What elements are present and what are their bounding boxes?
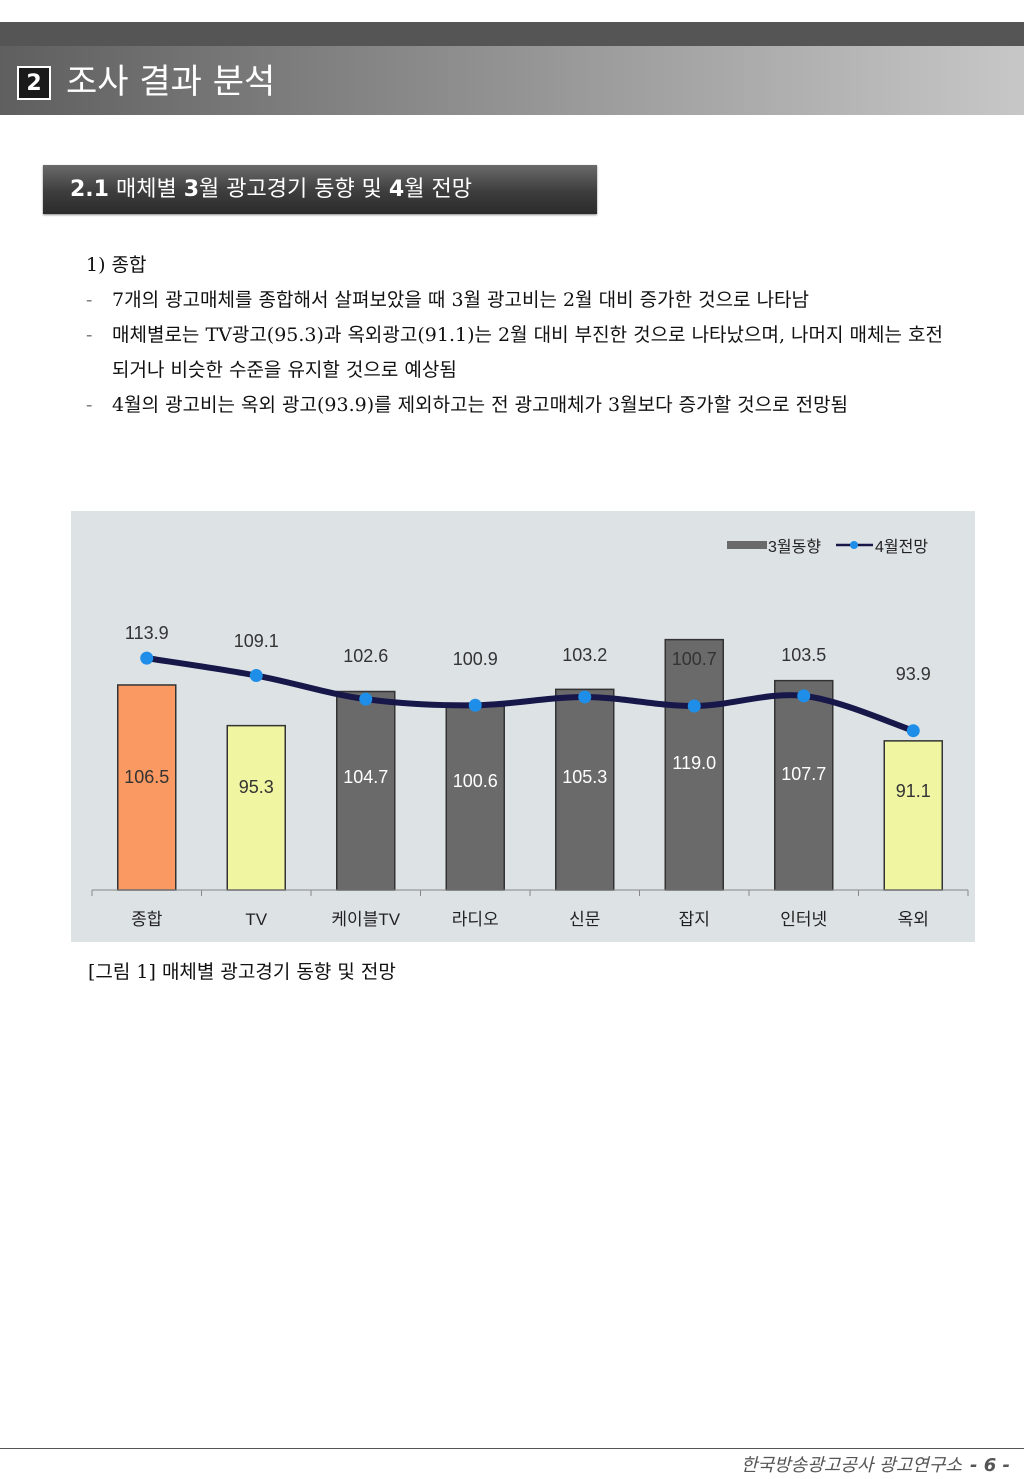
chart-bar xyxy=(117,684,177,891)
figure-caption: [그림 1] 매체별 광고경기 동향 및 전망 xyxy=(88,961,396,983)
x-tick-label: TV xyxy=(245,910,267,929)
line-value-label: 102.6 xyxy=(343,646,388,666)
subsection-title-part: 2.1 xyxy=(70,177,109,202)
subsection-title-box xyxy=(43,165,597,214)
x-tick-label: 인터넷 xyxy=(780,910,827,929)
header-top-band xyxy=(0,22,1024,46)
forecast-point xyxy=(797,689,811,703)
chart-bar xyxy=(883,740,943,891)
section-number: 2 xyxy=(17,66,51,100)
forecast-point xyxy=(140,651,154,665)
forecast-point xyxy=(578,690,592,704)
subsection-title: 2.1 매체별 3월 광고경기 동향 및 4월 전망 xyxy=(70,174,472,206)
bullet-text: 4월의 광고비는 옥외 광고(93.9)를 제외하고는 전 광고매체가 3월보다… xyxy=(112,394,849,416)
bar-value-label: 105.3 xyxy=(562,767,607,787)
forecast-point xyxy=(468,698,482,712)
x-tick-label: 종합 xyxy=(131,910,163,929)
bullet-item: -7개의 광고매체를 종합해서 살펴보았을 때 3월 광고비는 2월 대비 증가… xyxy=(86,283,956,318)
section-title: 조사 결과 분석 xyxy=(66,62,276,102)
bullet-dash: - xyxy=(86,324,93,346)
line-value-label: 109.1 xyxy=(234,631,279,651)
legend-bar-label: 3월동향 xyxy=(768,538,821,556)
bullet-text: 7개의 광고매체를 종합해서 살펴보았을 때 3월 광고비는 2월 대비 증가한… xyxy=(112,289,810,311)
chart-bar xyxy=(226,724,286,891)
legend-line-marker xyxy=(850,541,858,549)
footer: 한국방송광고공사 광고연구소 - 6 - xyxy=(741,1453,1010,1479)
footer-org: 한국방송광고공사 광고연구소 xyxy=(740,1455,962,1476)
bar-value-label: 106.5 xyxy=(124,767,169,787)
x-tick-label: 라디오 xyxy=(452,910,499,929)
bar-value-label: 91.1 xyxy=(896,781,931,801)
section-header-band xyxy=(0,46,1024,115)
forecast-point xyxy=(906,724,920,738)
bar-value-label: 107.7 xyxy=(781,764,826,784)
line-value-label: 100.9 xyxy=(453,649,498,669)
x-tick-label: 신문 xyxy=(569,910,600,929)
forecast-line xyxy=(143,655,917,734)
chart-bar xyxy=(555,688,615,891)
legend-bar-swatch xyxy=(727,541,767,549)
chart-bar xyxy=(336,690,396,891)
subsection-title-part: 월 광고경기 동향 및 xyxy=(199,177,389,202)
subsection-title-part: 4 xyxy=(388,177,405,202)
line-value-label: 100.7 xyxy=(672,649,717,669)
x-tick-label: 케이블TV xyxy=(331,910,400,929)
chart-svg: 106.5 95.3 104.7 100.6 105.3 119.0 107.7 91.1 종합… xyxy=(91,538,969,929)
body-text: 1) 종합 -7개의 광고매체를 종합해서 살펴보았을 때 3월 광고비는 2월… xyxy=(86,248,956,423)
bar-value-label: 104.7 xyxy=(343,767,388,787)
subsection-title-part: 매체별 xyxy=(108,177,184,202)
line-value-label: 103.5 xyxy=(781,645,826,665)
forecast-point xyxy=(249,669,263,683)
line-value-label: 103.2 xyxy=(562,645,607,665)
footer-divider xyxy=(0,1448,1024,1449)
legend-line-label: 4월전망 xyxy=(875,538,928,556)
bar-value-label: 119.0 xyxy=(672,753,716,773)
forecast-point xyxy=(359,692,373,706)
x-tick-label: 잡지 xyxy=(679,910,710,929)
x-tick-label: 옥외 xyxy=(898,910,929,929)
line-value-label: 93.9 xyxy=(896,664,931,684)
bullet-dash: - xyxy=(86,289,93,311)
bullet-item: - 매체별로는 TV광고(95.3)과 옥외광고(91.1)는 2월 대비 부진한… xyxy=(86,318,956,388)
page-number: - 6 - xyxy=(970,1455,1010,1476)
bullet-text: 매체별로는 TV광고(95.3)과 옥외광고(91.1)는 2월 대비 부진한 … xyxy=(112,324,943,381)
chart-bar xyxy=(774,679,834,891)
summary-heading: 1) 종합 xyxy=(86,254,147,276)
forecast-point xyxy=(687,699,701,713)
bullet-item: -4월의 광고비는 옥외 광고(93.9)를 제외하고는 전 광고매체가 3월보… xyxy=(86,388,956,423)
chart-bar xyxy=(445,705,505,891)
subsection-title-part: 월 전망 xyxy=(404,177,472,202)
bullet-dash: - xyxy=(86,394,93,416)
chart: 106.5 95.3 104.7 100.6 105.3 119.0 107.7 91.1 종합… xyxy=(71,511,975,942)
line-value-label: 113.9 xyxy=(125,623,169,643)
subsection-title-part: 3 xyxy=(183,177,200,202)
bar-value-label: 100.6 xyxy=(453,771,498,791)
bar-value-label: 95.3 xyxy=(239,777,274,797)
